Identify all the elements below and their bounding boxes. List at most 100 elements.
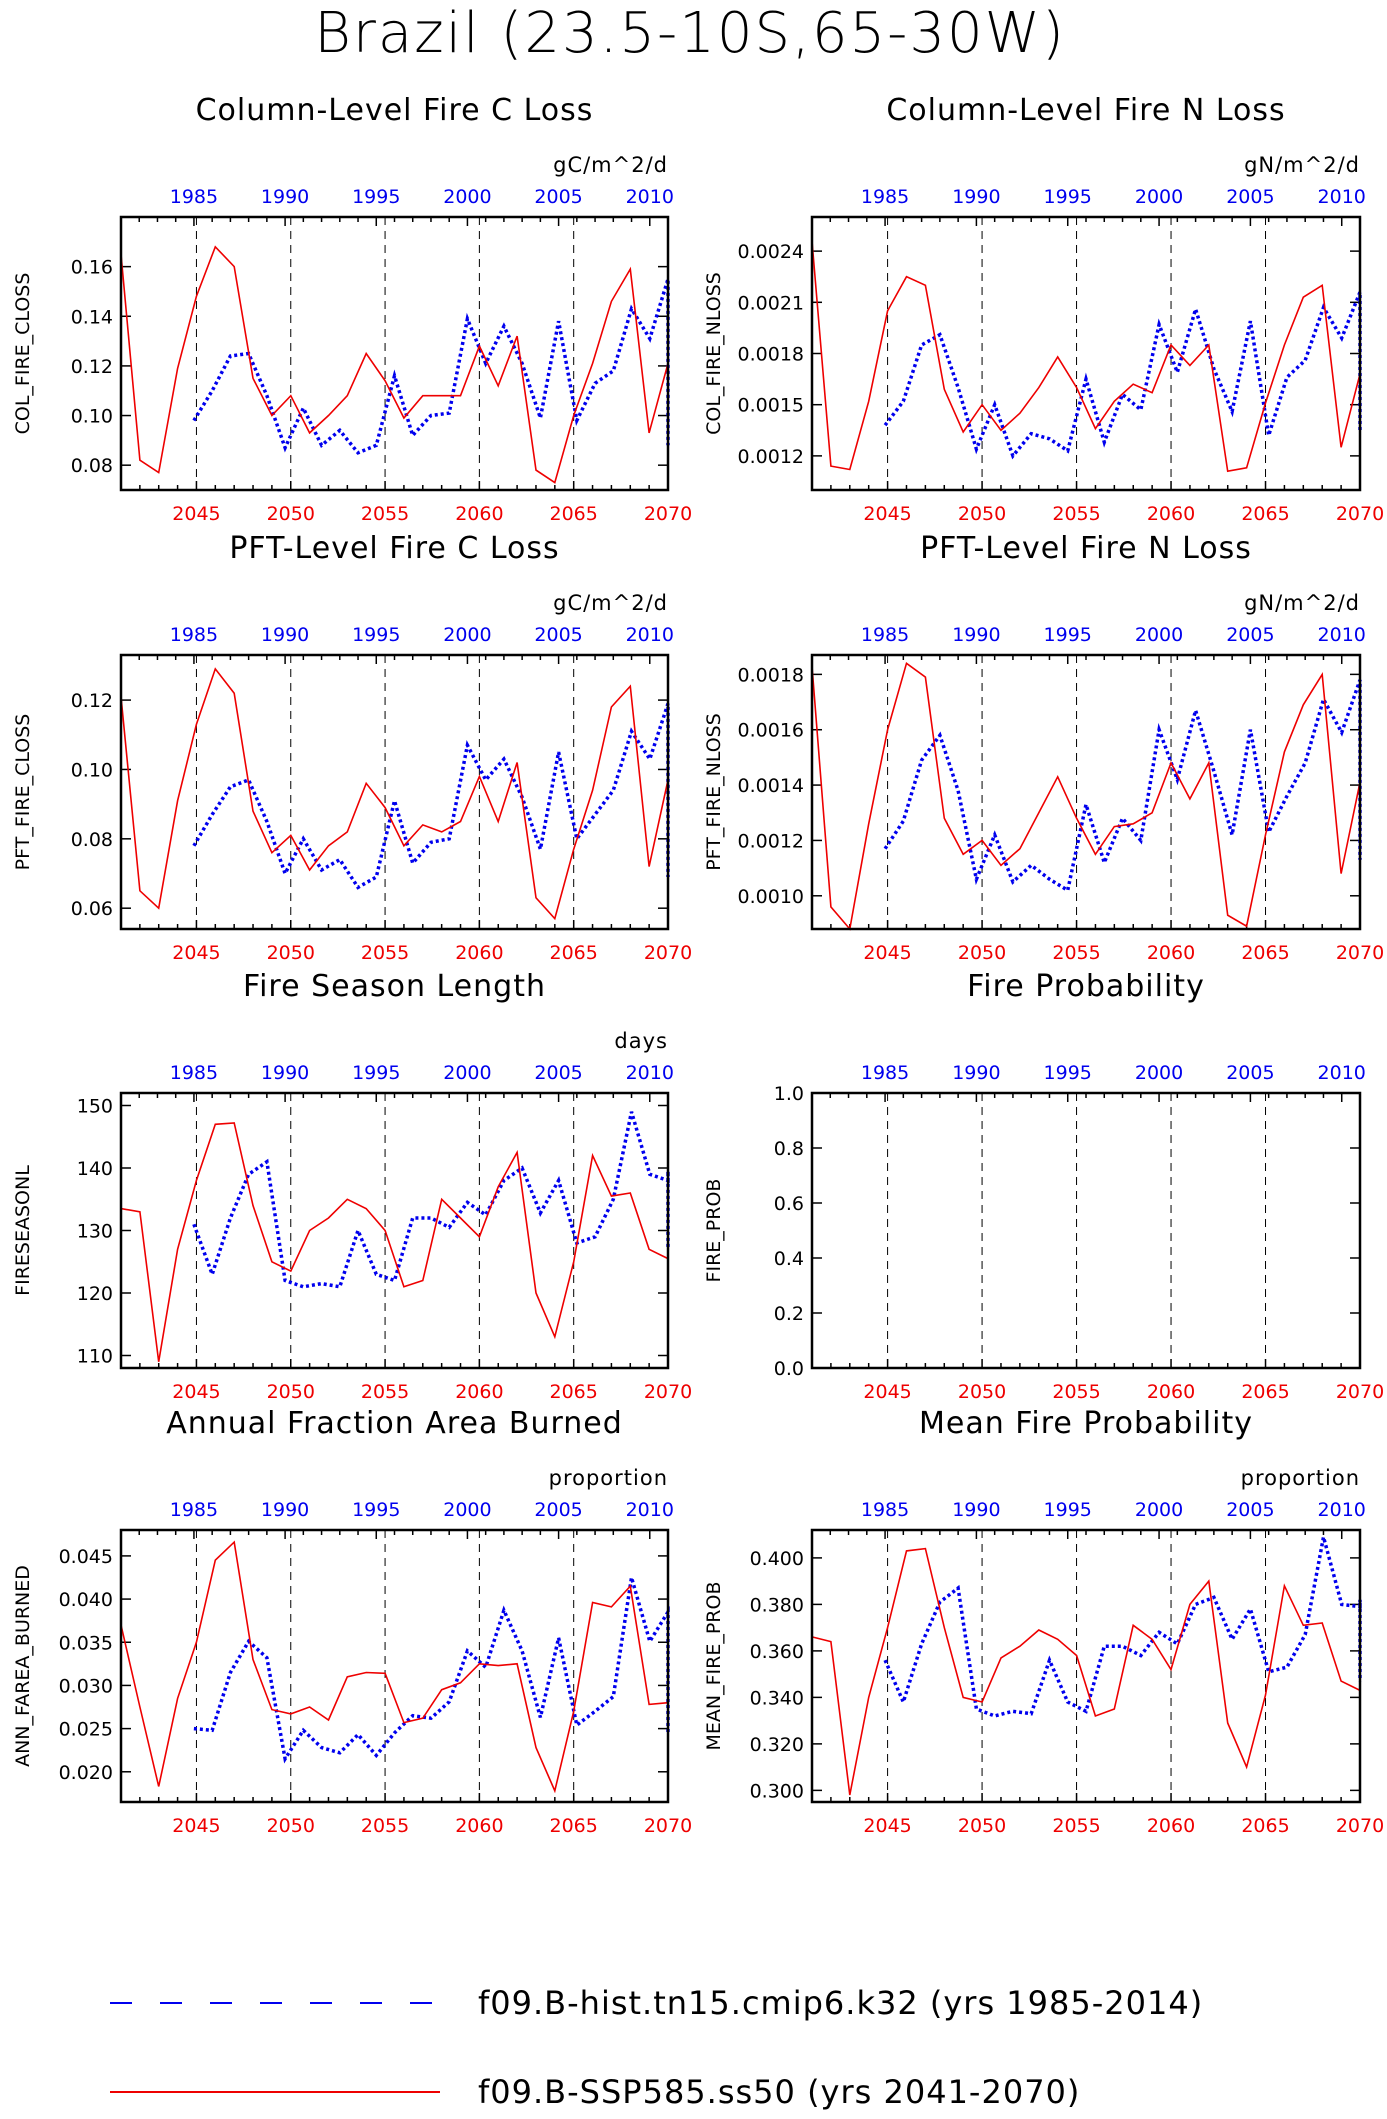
x-top-tick-label: 1990 (952, 186, 1000, 208)
figure-title: Brazil (23.5-10S,65-30W) (314, 1, 1066, 66)
y-tick-label: 0.040 (59, 1589, 113, 1611)
x-top-tick-label: 1995 (352, 624, 400, 646)
y-tick-label: 0.0014 (738, 775, 804, 797)
panel-pft-level-fire-c-loss: PFT-Level Fire C Loss gC/m^2/d 1985 1990 199… (12, 531, 692, 964)
y-tick-label: 0.020 (59, 1762, 113, 1784)
y-tick-label: 0.12 (71, 356, 113, 378)
x-bottom-tick-label: 2065 (1241, 942, 1289, 964)
panel-title: PFT-Level Fire N Loss (920, 531, 1252, 566)
x-top-tick-label: 1985 (861, 624, 909, 646)
y-tick-label: 0.06 (71, 898, 113, 920)
x-top-tick-label: 1995 (352, 1062, 400, 1084)
legend: f09.B-hist.tn15.cmip6.k32 (yrs 1985-2014… (110, 1984, 1203, 2111)
series-line-ssp (120, 1540, 669, 1794)
y-tick-label: 0.0016 (738, 720, 804, 742)
x-bottom-tick-label: 2055 (361, 1381, 409, 1403)
x-bottom-tick-label: 2060 (455, 1815, 503, 1837)
x-bottom-tick-label: 2045 (172, 1381, 220, 1403)
panel-units: gN/m^2/d (1244, 591, 1360, 615)
x-bottom-tick-label: 2060 (455, 503, 503, 525)
x-bottom-tick-label: 2060 (455, 1381, 503, 1403)
y-tick-label: 0.300 (750, 1780, 804, 1802)
y-axis-label: ANN_FAREA_BURNED (12, 1565, 34, 1767)
series-line-ssp (120, 667, 669, 921)
plot-frame (810, 1528, 1362, 1804)
x-bottom-tick-label: 2065 (550, 942, 598, 964)
panel-column-level-fire-c-loss: Column-Level Fire C Loss gC/m^2/d 1985 1990… (12, 93, 692, 525)
x-bottom-tick-label: 2050 (267, 1815, 315, 1837)
y-tick-label: 0.6 (774, 1193, 804, 1215)
x-bottom-tick-label: 2045 (172, 503, 220, 525)
y-tick-label: 0.320 (750, 1734, 804, 1756)
legend-hist-label: f09.B-hist.tn15.cmip6.k32 (yrs 1985-2014… (478, 1984, 1203, 2022)
x-bottom-tick-label: 2050 (958, 503, 1006, 525)
panel-title: Mean Fire Probability (919, 1406, 1253, 1441)
y-tick-label: 0.14 (71, 306, 113, 328)
x-bottom-tick-label: 2070 (644, 942, 692, 964)
y-tick-label: 0.0012 (738, 446, 804, 468)
x-bottom-tick-label: 2050 (958, 942, 1006, 964)
x-top-tick-label: 1995 (1044, 1499, 1092, 1521)
x-bottom-tick-label: 2045 (863, 1381, 911, 1403)
x-top-tick-label: 2005 (534, 1499, 582, 1521)
x-bottom-tick-label: 2055 (1052, 1381, 1100, 1403)
y-tick-label: 0.8 (774, 1138, 804, 1160)
y-tick-label: 0.0012 (738, 830, 804, 852)
x-bottom-tick-label: 2050 (267, 942, 315, 964)
y-tick-label: 0.380 (750, 1594, 804, 1616)
x-top-tick-label: 2010 (626, 186, 674, 208)
x-bottom-tick-label: 2045 (863, 1815, 911, 1837)
y-tick-label: 0.4 (774, 1248, 804, 1270)
y-tick-label: 0.045 (59, 1546, 113, 1568)
x-bottom-tick-label: 2060 (1147, 503, 1195, 525)
panel-annual-fraction-area-burned: Annual Fraction Area Burned proportion 198… (12, 1406, 692, 1837)
x-bottom-tick-label: 2055 (361, 942, 409, 964)
y-tick-label: 0.030 (59, 1675, 113, 1697)
series-line-hist (192, 278, 670, 455)
x-bottom-tick-label: 2065 (550, 1381, 598, 1403)
x-top-tick-label: 1995 (352, 1499, 400, 1521)
x-bottom-tick-label: 2055 (1052, 942, 1100, 964)
y-tick-label: 130 (77, 1221, 113, 1243)
panel-pft-level-fire-n-loss: PFT-Level Fire N Loss gN/m^2/d 1985 1990 199… (703, 531, 1384, 964)
x-bottom-tick-label: 2045 (863, 942, 911, 964)
x-top-tick-label: 2010 (1318, 186, 1366, 208)
x-top-tick-label: 1990 (952, 624, 1000, 646)
x-bottom-tick-label: 2065 (1241, 1381, 1289, 1403)
series-line-ssp (811, 240, 1361, 473)
x-bottom-tick-label: 2070 (1336, 942, 1384, 964)
x-bottom-tick-label: 2060 (1147, 1815, 1195, 1837)
panel-fire-probability: Fire Probability 1985 1990 1995 2000 2005 2010… (703, 969, 1384, 1403)
y-tick-label: 0.360 (750, 1641, 804, 1663)
y-tick-label: 0.10 (71, 759, 113, 781)
x-top-tick-label: 1995 (352, 186, 400, 208)
x-top-tick-label: 1985 (170, 1062, 218, 1084)
series-line-ssp (811, 661, 1361, 931)
x-top-tick-label: 1990 (261, 186, 309, 208)
x-top-tick-label: 2005 (1226, 1062, 1274, 1084)
y-axis-label: COL_FIRE_CLOSS (12, 273, 34, 435)
x-top-tick-label: 1990 (261, 624, 309, 646)
x-top-tick-label: 2005 (534, 186, 582, 208)
x-bottom-tick-label: 2065 (550, 503, 598, 525)
series-line-hist (193, 1577, 670, 1764)
panel-mean-fire-probability: Mean Fire Probability proportion 1985 1990 1… (703, 1406, 1384, 1837)
x-bottom-tick-label: 2045 (172, 1815, 220, 1837)
y-tick-label: 0.0021 (738, 292, 804, 314)
x-top-tick-label: 2010 (1318, 624, 1366, 646)
x-bottom-tick-label: 2050 (267, 1381, 315, 1403)
y-tick-label: 0.025 (59, 1719, 113, 1741)
y-tick-label: 0.0015 (738, 395, 804, 417)
x-top-tick-label: 1990 (261, 1499, 309, 1521)
x-top-tick-label: 2000 (443, 1499, 491, 1521)
x-bottom-tick-label: 2060 (1147, 942, 1195, 964)
panel-title: PFT-Level Fire C Loss (229, 531, 559, 566)
y-tick-label: 0.400 (750, 1548, 804, 1570)
x-top-tick-label: 1985 (861, 1062, 909, 1084)
x-bottom-tick-label: 2070 (644, 1815, 692, 1837)
y-tick-label: 150 (77, 1096, 113, 1118)
x-top-tick-label: 1990 (261, 1062, 309, 1084)
y-axis-label: COL_FIRE_NLOSS (703, 272, 725, 435)
panel-fire-season-length: Fire Season Length days 1985 1990 1995 2000 20… (12, 969, 692, 1403)
